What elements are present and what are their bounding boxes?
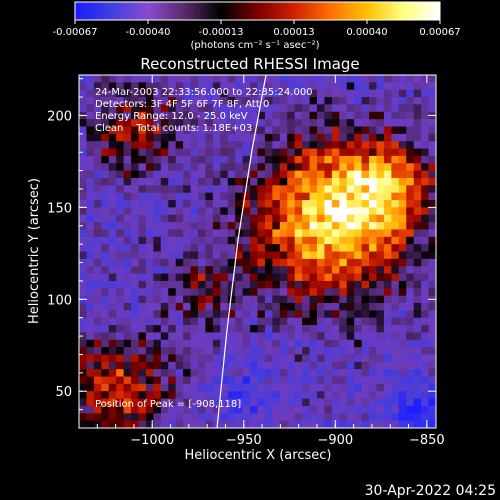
plot-frame [78, 74, 437, 429]
x-tick-label: −1000 [130, 433, 174, 448]
x-tick-label: −850 [409, 433, 445, 448]
y-tick-label: 50 [55, 385, 72, 400]
y-tick-label: 100 [47, 293, 72, 308]
colorbar-tick-label: -0.00040 [126, 27, 171, 38]
axis-ticks: −1000 −950 −900 −850 50 100 150 200 [47, 75, 445, 448]
colorbar-unit-label: (photons cm⁻² s⁻¹ asec⁻²) [190, 40, 319, 51]
x-axis-label: Heliocentric X (arcsec) [185, 448, 332, 463]
footer-timestamp: 30-Apr-2022 04:25 [365, 483, 496, 499]
colorbar-tick-label: 0.00067 [419, 27, 460, 38]
y-tick-label: 150 [47, 201, 72, 216]
x-tick-label: −950 [226, 433, 262, 448]
peak-position-label: Position of Peak = [-908,118] [95, 399, 241, 410]
plot-title: Reconstructed RHESSI Image [140, 55, 359, 73]
colorbar-tick-label: 0.00013 [273, 27, 314, 38]
x-tick-label: −900 [317, 433, 353, 448]
solar-limb-line [216, 75, 267, 428]
y-tick-label: 200 [47, 109, 72, 124]
rhessi-image [79, 75, 436, 428]
colorbar-ticks: -0.00067 -0.00040 -0.00013 0.00013 0.00040 0.… [53, 20, 461, 38]
info-line-counts: Clean Total counts: 1.18E+03 [95, 123, 252, 134]
info-line-detectors: Detectors: 3F 4F 5F 6F 7F 8F, Att 0 [95, 99, 269, 110]
info-line-energy: Energy Range: 12.0 - 25.0 keV [95, 111, 248, 122]
info-line-time-range: 24-Mar-2003 22:33:56.000 to 22:35:24.000 [95, 87, 313, 98]
y-axis-label: Heliocentric Y (arcsec) [27, 178, 42, 324]
colorbar-tick-label: 0.00040 [346, 27, 387, 38]
colorbar-tick-label: -0.00067 [53, 27, 98, 38]
colorbar [74, 1, 441, 21]
colorbar-tick-label: -0.00013 [199, 27, 244, 38]
